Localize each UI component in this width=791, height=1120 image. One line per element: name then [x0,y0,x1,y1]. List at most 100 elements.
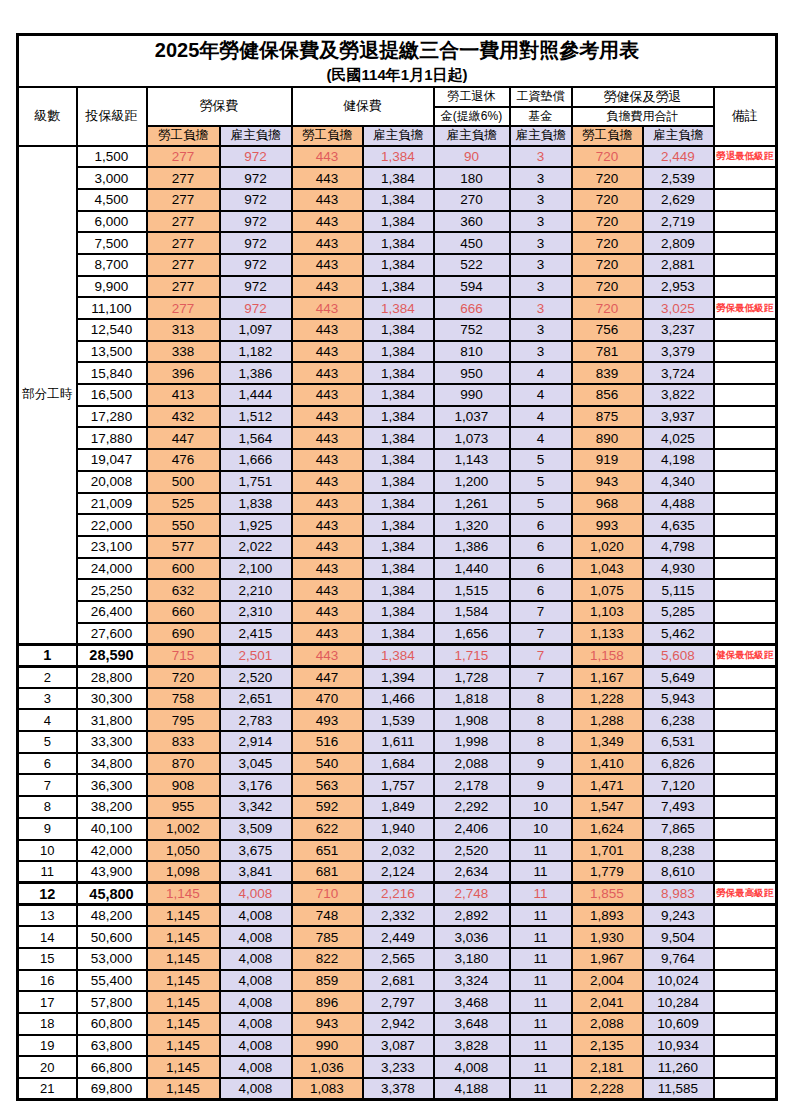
cell-total-employee: 720 [572,232,643,254]
cell-labor-employer: 4,008 [220,1013,292,1035]
cell-wage-fund-employer: 9 [510,753,572,775]
cell-health-employee: 443 [292,558,363,580]
cell-total-employer: 7,120 [643,774,714,796]
cell-bracket: 13,500 [77,341,147,363]
cell-pension-employer: 4,188 [434,1078,510,1100]
cell-total-employer: 9,243 [643,905,714,927]
title-row: 2025年勞健保保費及勞退提繳三合一費用對照參考用表 (民國114年1月1日起) [18,35,777,87]
title-block: 2025年勞健保保費及勞退提繳三合一費用對照參考用表 (民國114年1月1日起) [18,35,777,87]
cell-labor-employee: 277 [147,232,220,254]
cell-labor-employee: 758 [147,688,220,710]
cell-labor-employer: 3,509 [220,818,292,840]
cell-total-employer: 4,198 [643,449,714,471]
cell-level: 13 [18,905,77,927]
cell-level: 9 [18,818,77,840]
table-row: 1245,8001,1454,0087102,2162,748111,8558,… [18,883,777,905]
cell-labor-employee: 1,050 [147,840,220,862]
cell-total-employer: 2,719 [643,211,714,233]
cell-wage-fund-employer: 6 [510,536,572,558]
cell-total-employer: 4,930 [643,558,714,580]
cell-bracket: 27,600 [77,623,147,645]
cell-remark [714,319,777,341]
cell-pension-employer: 1,037 [434,406,510,428]
cell-health-employer: 1,384 [363,276,434,298]
cell-level: 12 [18,883,77,905]
cell-total-employee: 1,855 [572,883,643,905]
cell-wage-fund-employer: 11 [510,840,572,862]
cell-labor-employee: 870 [147,753,220,775]
cell-total-employee: 1,103 [572,601,643,623]
cell-wage-fund-employer: 11 [510,1013,572,1035]
cell-remark [714,449,777,471]
cell-remark: 健保最低級距 [714,644,777,666]
table-row: 17,8804471,5644431,3841,07348904,025 [18,427,777,449]
cell-health-employee: 592 [292,796,363,818]
cell-bracket: 48,200 [77,905,147,927]
cell-wage-fund-employer: 3 [510,211,572,233]
cell-labor-employer: 3,841 [220,861,292,883]
cell-level: 6 [18,753,77,775]
cell-wage-fund-employer: 10 [510,796,572,818]
cell-total-employer: 2,539 [643,167,714,189]
cell-labor-employer: 2,210 [220,579,292,601]
cell-bracket: 53,000 [77,948,147,970]
cell-labor-employee: 476 [147,449,220,471]
cell-total-employee: 1,930 [572,926,643,948]
cell-bracket: 17,880 [77,427,147,449]
table-row: 12,5403131,0974431,38475237563,237 [18,319,777,341]
cell-remark [714,1035,777,1057]
cell-health-employer: 1,384 [363,167,434,189]
table-row: 13,5003381,1824431,38481037813,379 [18,341,777,363]
cell-wage-fund-employer: 5 [510,493,572,515]
cell-labor-employer: 1,925 [220,514,292,536]
cell-total-employer: 3,724 [643,362,714,384]
cell-total-employer: 5,608 [643,644,714,666]
cell-pension-employer: 1,261 [434,493,510,515]
header-row-1: 級數 投保級距 勞保費 健保費 勞工退休 工資墊償 勞健保及勞退 備註 [18,87,777,107]
cell-bracket: 20,008 [77,471,147,493]
cell-wage-fund-employer: 3 [510,341,572,363]
cell-pension-employer: 752 [434,319,510,341]
cell-wage-fund-employer: 8 [510,709,572,731]
cell-labor-employer: 1,838 [220,493,292,515]
cell-wage-fund-employer: 6 [510,579,572,601]
cell-health-employer: 1,384 [363,427,434,449]
cell-health-employer: 3,087 [363,1035,434,1057]
cell-labor-employer: 4,008 [220,1035,292,1057]
page: 2025年勞健保保費及勞退提繳三合一費用對照參考用表 (民國114年1月1日起)… [0,0,791,1120]
cell-total-employee: 1,228 [572,688,643,710]
cell-remark [714,536,777,558]
cell-total-employer: 2,629 [643,189,714,211]
cell-remark [714,905,777,927]
cell-health-employee: 443 [292,449,363,471]
table-row: 部分工時1,5002779724431,3849037202,449勞退最低級距 [18,146,777,168]
cell-total-employee: 1,701 [572,840,643,862]
cell-wage-fund-employer: 3 [510,297,572,319]
cell-remark [714,796,777,818]
cell-total-employer: 8,610 [643,861,714,883]
cell-labor-employer: 3,045 [220,753,292,775]
cell-bracket: 6,000 [77,211,147,233]
table-row: 20,0085001,7514431,3841,20059434,340 [18,471,777,493]
cell-health-employee: 443 [292,644,363,666]
table-row: 330,3007582,6514701,4661,81881,2285,943 [18,688,777,710]
col-header-bracket: 投保級距 [77,87,147,146]
cell-bracket: 17,280 [77,406,147,428]
cell-labor-employer: 1,666 [220,449,292,471]
cell-total-employer: 2,809 [643,232,714,254]
cell-health-employer: 1,384 [363,384,434,406]
cell-total-employer: 4,798 [643,536,714,558]
cell-pension-employer: 2,088 [434,753,510,775]
cell-remark [714,427,777,449]
cell-bracket: 42,000 [77,840,147,862]
cell-wage-fund-employer: 7 [510,666,572,688]
col-header-health-fee: 健保費 [292,87,434,126]
table-row: 1348,2001,1454,0087482,3322,892111,8939,… [18,905,777,927]
col-header-total-line1: 勞健保及勞退 [572,87,714,107]
cell-wage-fund-employer: 6 [510,514,572,536]
cell-wage-fund-employer: 11 [510,926,572,948]
table-row: 128,5907152,5014431,3841,71571,1585,608健… [18,644,777,666]
cell-total-employee: 875 [572,406,643,428]
cell-pension-employer: 360 [434,211,510,233]
cell-health-employer: 1,849 [363,796,434,818]
